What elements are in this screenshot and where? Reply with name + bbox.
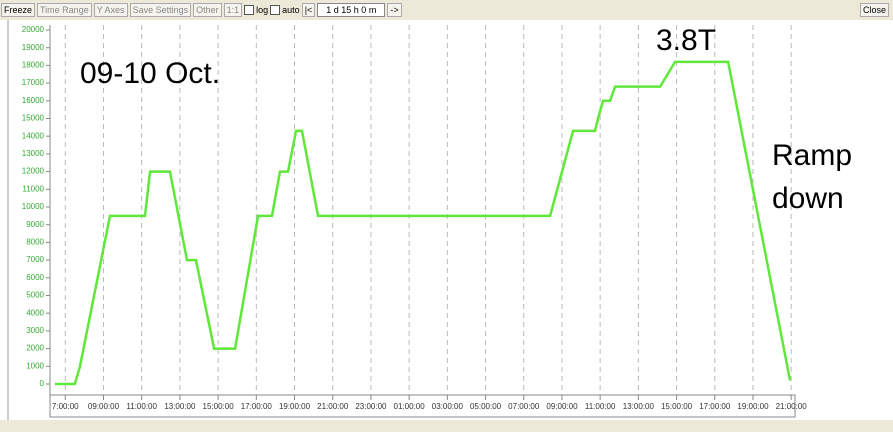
x-tick-label: 21:00:00 (317, 402, 349, 411)
range-field[interactable]: 1 d 15 h 0 m (317, 3, 386, 17)
annotation: down (772, 182, 844, 215)
y-tick-label: 17000 (22, 78, 45, 87)
checkbox-label: log (256, 5, 269, 15)
y-tick-label: 0 (40, 379, 45, 388)
checkbox-label: auto (282, 5, 300, 15)
y-tick-label: 19000 (22, 43, 45, 52)
x-tick-label: 15:00:00 (661, 402, 693, 411)
close-button[interactable]: Close (859, 3, 889, 17)
y-tick-label: 5000 (26, 291, 44, 300)
x-tick-label: 01:00:00 (394, 402, 426, 411)
x-tick-label: 19:00:00 (279, 402, 311, 411)
scrollbar[interactable] (0, 420, 893, 432)
button[interactable]: Other (193, 3, 222, 17)
x-tick-label: 7:00:00 (52, 402, 79, 411)
y-tick-label: 18000 (22, 61, 45, 70)
chart: 0 1000 2000 3000 4000 5000 6000 7000 8000 9000 100… (0, 20, 893, 432)
y-tick-label: 1000 (26, 361, 44, 370)
button[interactable]: Y Axes (93, 3, 128, 17)
x-tick-label: 11:00:00 (126, 402, 157, 411)
annotation: Ramp (772, 139, 852, 172)
y-tick-label: 13000 (22, 149, 45, 158)
button[interactable]: Time Range (37, 3, 92, 17)
y-tick-label: 12000 (22, 167, 45, 176)
x-axis-box (49, 394, 796, 418)
toolbar: Freeze Time Range Y Axes Save Settings O… (0, 0, 893, 20)
x-tick-label: 13:00:00 (623, 402, 655, 411)
x-tick-label: 17:00:00 (699, 402, 731, 411)
x-tick-label: 17:00:00 (241, 402, 273, 411)
x-tick-label: 05:00:00 (470, 402, 502, 411)
x-tick-label: 03:00:00 (432, 402, 464, 411)
x-tick-label: 11:00:00 (585, 402, 616, 411)
annotation: 3.8T (656, 24, 716, 57)
background (0, 20, 893, 432)
y-tick-label: 9000 (26, 220, 44, 229)
data-line (54, 60, 792, 386)
checkbox[interactable]: log (244, 5, 268, 15)
button[interactable]: 1:1 (223, 3, 243, 17)
y-tick-label: 6000 (26, 273, 44, 282)
y-tick-label: 10000 (22, 202, 45, 211)
y-tick-label: 2000 (26, 344, 44, 353)
x-tick-label: 21:00:00 (776, 402, 808, 411)
y-tick-label: 15000 (22, 114, 45, 123)
x-tick-label: 15:00:00 (203, 402, 235, 411)
y-tick-label: 3000 (26, 326, 44, 335)
x-tick-label: 19:00:00 (737, 402, 769, 411)
y-tick-label: 16000 (22, 96, 45, 105)
button[interactable]: Save Settings (129, 3, 192, 17)
y-tick-label: 8000 (26, 238, 44, 247)
checkbox[interactable]: auto (270, 5, 300, 15)
y-tick-label: 20000 (22, 25, 45, 34)
x-tick-label: 09:00:00 (88, 402, 120, 411)
x-tick-label: 13:00:00 (164, 402, 196, 411)
annotation: 09-10 Oct. (80, 57, 220, 90)
button[interactable]: |< (301, 3, 316, 17)
button[interactable]: -> (387, 3, 402, 17)
y-tick-label: 7000 (26, 255, 44, 264)
x-tick-label: 23:00:00 (355, 402, 387, 411)
x-tick-label: 07:00:00 (508, 402, 540, 411)
button[interactable]: Freeze (1, 3, 36, 17)
x-tick-label: 09:00:00 (546, 402, 578, 411)
y-tick-label: 4000 (26, 308, 44, 317)
y-tick-label: 11000 (22, 184, 44, 193)
y-tick-label: 14000 (22, 131, 45, 140)
